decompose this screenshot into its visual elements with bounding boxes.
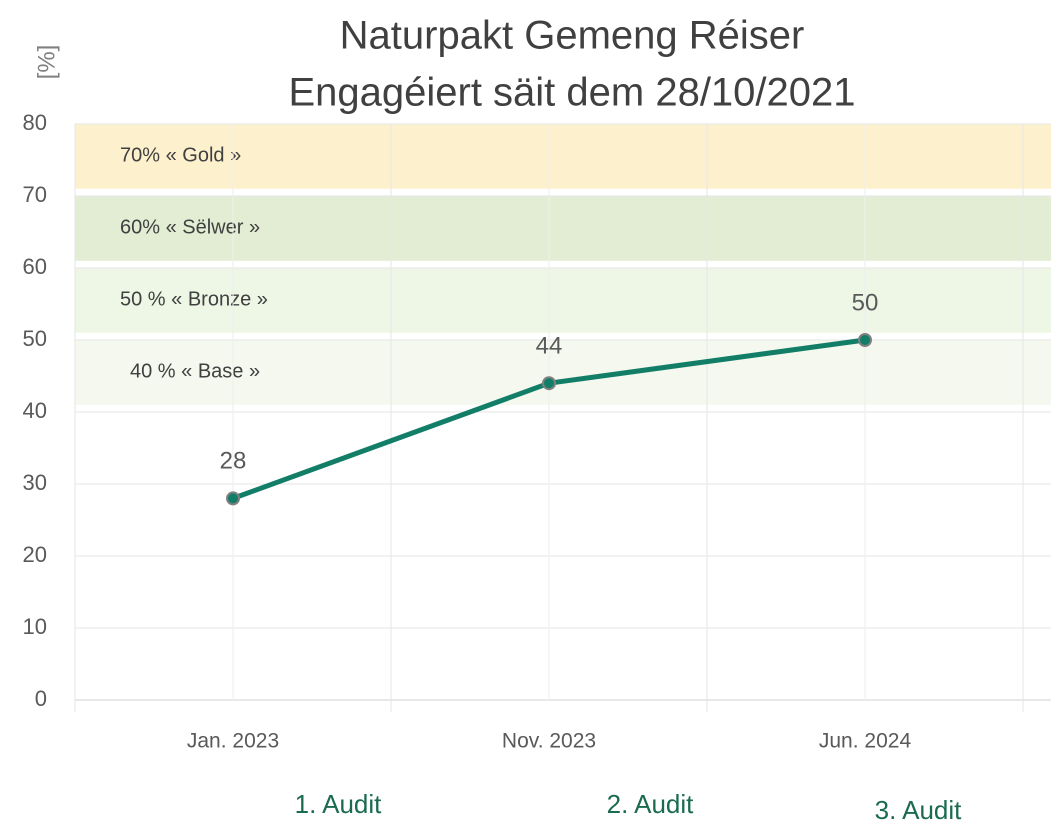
data-label: 28 (220, 448, 247, 475)
chart-subtitle: Engagéiert säit dem 28/10/2021 (288, 71, 855, 115)
y-tick-label: 20 (23, 542, 47, 567)
chart-title: Naturpakt Gemeng Réiser (340, 14, 805, 58)
level-band (75, 196, 1051, 261)
level-label: 50 % « Bronze » (120, 289, 268, 311)
data-label: 50 (852, 289, 879, 316)
level-label: 40 % « Base » (130, 361, 260, 383)
audit-label: 3. Audit (875, 795, 963, 825)
level-band (75, 268, 1051, 333)
audit-label: 2. Audit (607, 789, 695, 819)
data-label: 44 (536, 333, 563, 360)
y-tick-label: 80 (23, 110, 47, 135)
y-tick-label: 70 (23, 182, 47, 207)
y-tick-label: 10 (23, 614, 47, 639)
data-point (226, 491, 240, 506)
x-tick-label: Jun. 2024 (819, 730, 912, 753)
y-tick-label: 30 (23, 470, 47, 495)
x-tick-label: Nov. 2023 (502, 730, 596, 753)
x-tick-label: Jan. 2023 (187, 730, 279, 753)
level-label: 60% « Sëlwer » (120, 217, 260, 239)
y-tick-label: 50 (23, 326, 47, 351)
y-axis-label: [%] (33, 45, 60, 80)
level-label: 70% « Gold » (120, 145, 241, 167)
y-tick-label: 0 (35, 686, 47, 711)
level-band (75, 124, 1051, 189)
data-point (858, 333, 872, 347)
y-tick-label: 60 (23, 254, 47, 279)
audit-label: 1. Audit (295, 789, 383, 819)
y-tick-label: 40 (23, 398, 47, 423)
level-band (75, 340, 1051, 405)
data-point (542, 376, 556, 391)
